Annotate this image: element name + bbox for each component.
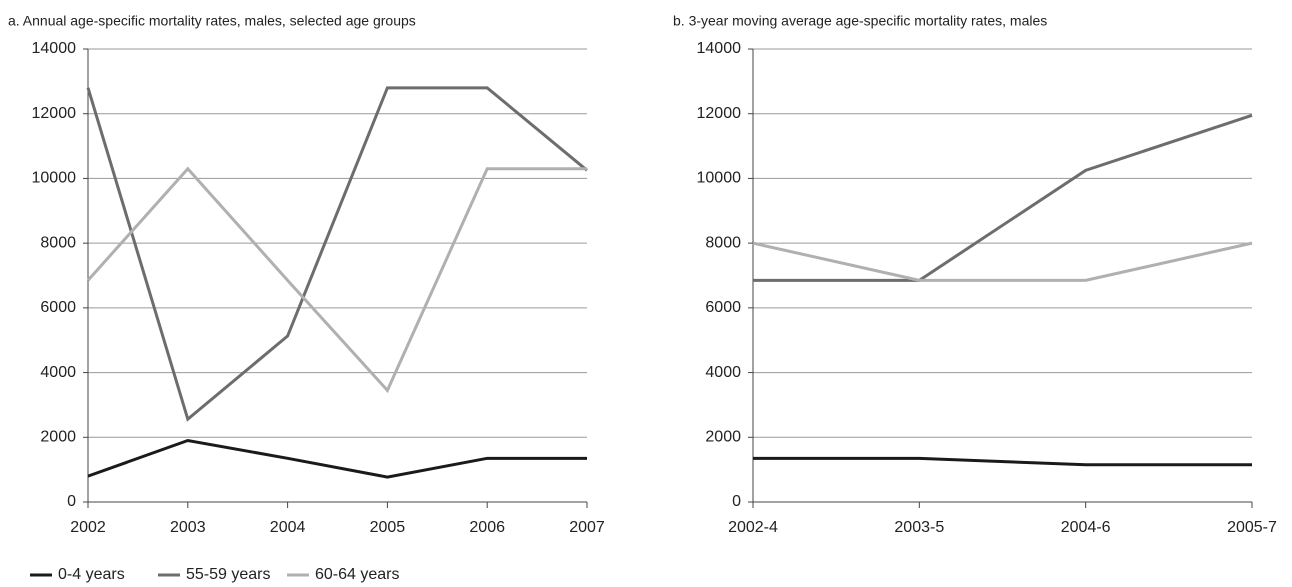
x-tick-label: 2005 <box>370 519 406 536</box>
x-tick-label: 2002 <box>70 519 106 536</box>
y-tick-label: 4000 <box>705 364 741 381</box>
x-tick-label: 2003 <box>170 519 206 536</box>
y-tick-label: 10000 <box>32 170 77 187</box>
x-tick-label: 2006 <box>469 519 505 536</box>
y-tick-label: 14000 <box>697 40 742 57</box>
y-tick-label: 8000 <box>40 234 76 251</box>
y-tick-label: 6000 <box>705 299 741 316</box>
x-tick-label: 2004-6 <box>1061 519 1111 536</box>
y-tick-label: 14000 <box>32 40 77 57</box>
y-tick-label: 0 <box>732 493 741 510</box>
x-tick-label: 2005-7 <box>1227 519 1277 536</box>
y-tick-label: 12000 <box>32 105 77 122</box>
series-line <box>86 166 587 394</box>
y-tick-label: 2000 <box>705 429 741 446</box>
legend-label: 60-64 years <box>315 566 400 583</box>
x-tick-label: 2007 <box>569 519 605 536</box>
legend-label: 55-59 years <box>186 566 271 583</box>
series-line <box>86 86 588 422</box>
y-tick-label: 6000 <box>40 299 76 316</box>
series-line <box>753 113 1253 282</box>
y-tick-label: 12000 <box>697 105 742 122</box>
series-line <box>753 456 1252 467</box>
series-line <box>87 438 587 479</box>
x-tick-label: 2004 <box>270 519 306 536</box>
chart-title: b. 3-year moving average age-specific mo… <box>673 13 1047 29</box>
y-tick-label: 8000 <box>705 234 741 251</box>
series-line <box>752 241 1253 282</box>
y-tick-label: 10000 <box>697 170 742 187</box>
legend-label: 0-4 years <box>58 566 125 583</box>
chart-title: a. Annual age-specific mortality rates, … <box>8 13 416 29</box>
x-tick-label: 2003-5 <box>894 519 944 536</box>
y-tick-label: 2000 <box>40 429 76 446</box>
x-tick-label: 2002-4 <box>728 519 778 536</box>
y-tick-label: 0 <box>67 493 76 510</box>
y-tick-label: 4000 <box>40 364 76 381</box>
